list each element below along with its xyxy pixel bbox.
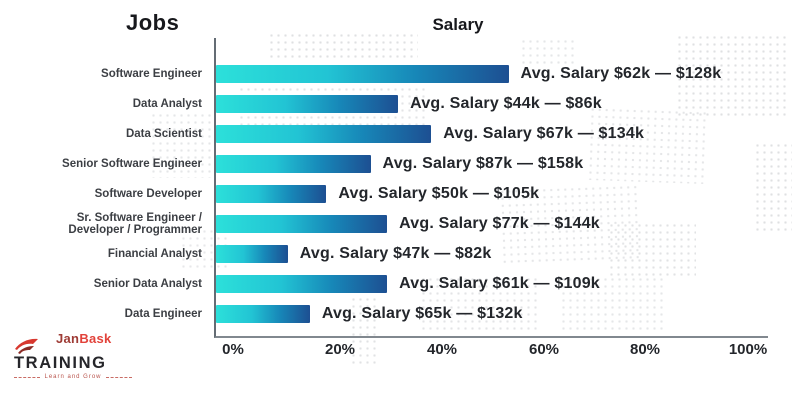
- job-label-row: Data Scientist: [0, 119, 202, 149]
- job-label: Senior Software Engineer: [62, 158, 202, 170]
- bar-row: Avg. Salary $50k — $105k: [216, 179, 768, 209]
- job-label-row: Data Engineer: [0, 299, 202, 329]
- logo-tagline-text: Learn and Grow: [44, 374, 102, 380]
- jobs-column-title: Jobs: [126, 10, 180, 35]
- job-label-row: Software Engineer: [0, 59, 202, 89]
- salary-bar: [216, 275, 388, 293]
- job-label: Data Analyst: [132, 98, 202, 110]
- job-label-row: Data Analyst: [0, 89, 202, 119]
- bar-row: Avg. Salary $44k — $86k: [216, 89, 768, 119]
- salary-range-label: Avg. Salary $87k — $158k: [382, 155, 584, 172]
- world-map-dots-decoration: [560, 276, 664, 332]
- world-map-dots-decoration: [754, 142, 792, 234]
- job-label: Data Engineer: [124, 308, 202, 320]
- job-label: Software Engineer: [101, 68, 202, 80]
- salary-bar: [216, 155, 371, 173]
- tagline-dash-left: [14, 376, 41, 378]
- salary-range-label: Avg. Salary $62k — $128k: [520, 65, 722, 82]
- tagline-dash-right: [105, 376, 132, 378]
- janbask-training-logo: JanBask TRAINING Learn and Grow: [14, 331, 154, 380]
- job-labels-column: Software Engineer Data Analyst Data Scie…: [0, 38, 202, 329]
- x-axis-ticks: 0% 20% 40% 60% 80% 100%: [214, 341, 768, 363]
- salary-range-label: Avg. Salary $77k — $144k: [399, 215, 600, 232]
- salary-bar: [216, 215, 388, 233]
- world-map-dots-decoration: [150, 112, 216, 178]
- logo-brand-part2: Bask: [79, 331, 112, 346]
- job-label-row: Sr. Software Engineer / Developer / Prog…: [0, 209, 202, 239]
- x-tick-label: 80%: [629, 341, 661, 358]
- bar-row: Avg. Salary $61k — $109k: [216, 269, 768, 299]
- world-map-dots-decoration: [420, 276, 538, 334]
- salary-bar: [216, 245, 288, 263]
- job-label: Software Developer: [94, 188, 202, 200]
- plot-area: Avg. Salary $62k — $128k Avg. Salary $44…: [214, 38, 768, 338]
- salary-range-label: Avg. Salary $65k — $132k: [321, 305, 523, 322]
- job-label-row: Software Developer: [0, 179, 202, 209]
- job-label-row: Senior Data Analyst: [0, 269, 202, 299]
- world-map-dots-decoration: [520, 38, 575, 64]
- world-map-dots-decoration: [268, 32, 418, 60]
- logo-brand-part1: Jan: [56, 331, 80, 346]
- bar-row: Avg. Salary $47k — $82k: [216, 239, 768, 269]
- salary-bar: [216, 185, 327, 203]
- x-tick-label: 100%: [728, 341, 768, 358]
- salary-range-label: Avg. Salary $50k — $105k: [338, 185, 540, 202]
- world-map-dots-decoration: [676, 34, 788, 120]
- bar-row: Avg. Salary $65k — $132k: [216, 299, 768, 329]
- job-label: Sr. Software Engineer / Developer / Prog…: [68, 212, 202, 236]
- bar-row: Avg. Salary $62k — $128k: [216, 59, 768, 89]
- bar-row: Avg. Salary $77k — $144k: [216, 209, 768, 239]
- job-label: Financial Analyst: [107, 248, 202, 260]
- x-tick-label: 0%: [222, 341, 244, 358]
- logo-top-row: JanBask: [14, 331, 154, 355]
- logo-training-wordmark: TRAINING: [14, 354, 107, 372]
- bar-row: Avg. Salary $87k — $158k: [216, 149, 768, 179]
- bar-row: Avg. Salary $67k — $134k: [216, 119, 768, 149]
- salary-bar: [216, 305, 310, 323]
- salary-column-title: Salary: [432, 15, 484, 34]
- salary-bar: [216, 95, 399, 113]
- job-label-row: Financial Analyst: [0, 239, 202, 269]
- salary-range-label: Avg. Salary $47k — $82k: [299, 245, 492, 262]
- x-tick-label: 40%: [426, 341, 458, 358]
- job-label-row: Senior Software Engineer: [0, 149, 202, 179]
- salary-bar: [216, 125, 432, 143]
- logo-tagline: Learn and Grow: [14, 374, 132, 380]
- x-tick-label: 60%: [528, 341, 560, 358]
- salary-range-label: Avg. Salary $61k — $109k: [399, 275, 600, 292]
- logo-swoosh-icon: [15, 338, 38, 354]
- salary-range-label: Avg. Salary $44k — $86k: [410, 95, 602, 112]
- world-map-dots-decoration: [350, 296, 380, 364]
- job-label: Senior Data Analyst: [93, 278, 202, 290]
- job-label: Data Scientist: [125, 128, 202, 140]
- salary-bar: [216, 65, 509, 83]
- salary-range-label: Avg. Salary $67k — $134k: [443, 125, 645, 142]
- world-map-dots-decoration: [608, 222, 696, 280]
- logo-brand-name: JanBask: [56, 331, 112, 346]
- x-tick-label: 20%: [324, 341, 356, 358]
